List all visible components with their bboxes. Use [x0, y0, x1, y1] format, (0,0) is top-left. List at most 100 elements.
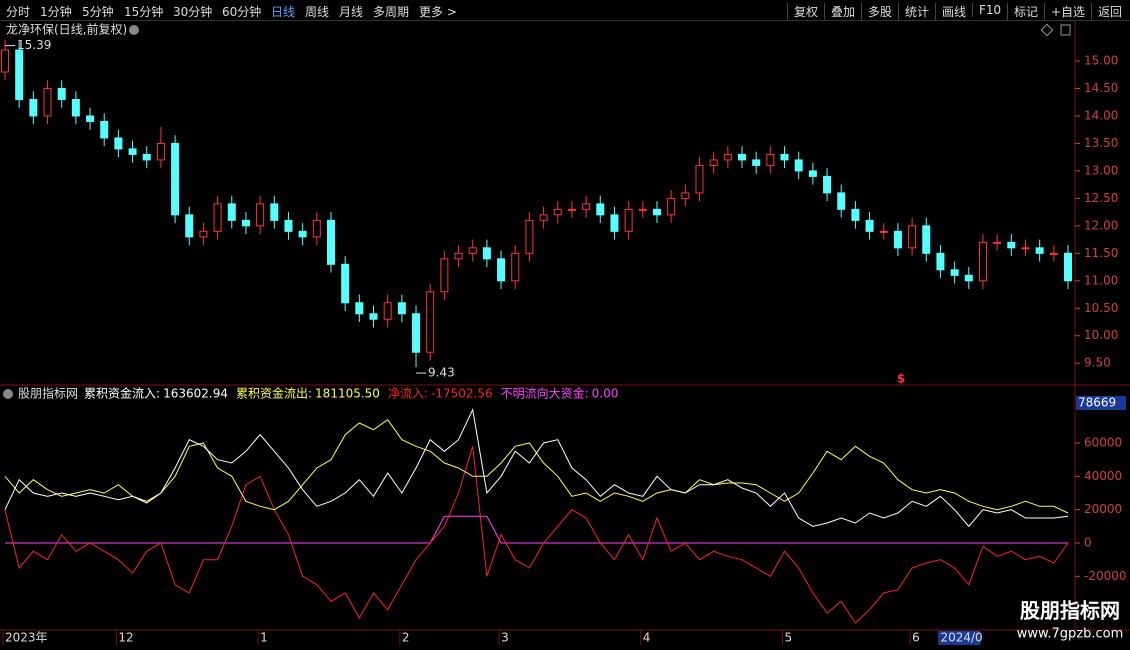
candle-body — [511, 252, 520, 282]
candle-body — [837, 192, 846, 210]
candle-body — [851, 208, 860, 221]
candle-body — [15, 49, 24, 100]
y-tick-label: 60000 — [1084, 436, 1122, 450]
toolbar-button[interactable]: 多股 — [861, 3, 898, 20]
toolbar-tab[interactable]: 多周期 — [373, 5, 410, 19]
icon — [1040, 23, 1054, 37]
x-tick-label: 2024/0 — [940, 631, 982, 645]
candle-body — [1035, 247, 1044, 254]
candle-body — [284, 219, 293, 232]
candle-body — [227, 203, 236, 221]
y-tick-label: 12.00 — [1084, 218, 1118, 232]
toolbar-tab[interactable]: 30分钟 — [173, 5, 213, 19]
x-tick-label: 3 — [501, 631, 509, 645]
candle-body — [270, 203, 279, 221]
toolbar-button[interactable]: F10 — [972, 3, 1007, 17]
candle-body — [57, 87, 66, 100]
x-tick-label: 12 — [118, 631, 133, 645]
candle-body — [100, 120, 109, 139]
candle-body — [794, 159, 803, 172]
toolbar-tab[interactable]: 分时 — [6, 5, 31, 19]
candle-body — [780, 153, 789, 161]
legend-value: 0.00 — [592, 387, 619, 401]
legend-separator: : — [156, 387, 160, 401]
series-line — [5, 515, 1068, 544]
watermark-title: 股朋指标网 — [1020, 599, 1120, 623]
candle-body — [326, 219, 335, 265]
toolbar-tab[interactable]: 周线 — [305, 5, 330, 19]
legend-name: 不明流向大资金 — [501, 386, 585, 401]
toolbar: 分时 1分钟 5分钟 15分钟 30分钟 60分钟 日线 周线 月线 多周期 更多 > 返回 +自选 标记… — [0, 0, 1130, 21]
candle-body — [142, 153, 151, 161]
candle-body — [738, 153, 747, 161]
candle-body — [950, 269, 959, 276]
x-tick-label: 6 — [912, 631, 920, 645]
candle-body — [752, 159, 761, 166]
legend-name: 累积资金流出 — [236, 386, 308, 401]
cursor-date-box — [938, 631, 981, 645]
legend-separator: : — [308, 387, 312, 401]
candle-body — [482, 247, 491, 260]
max-label: 15.39 — [17, 38, 51, 52]
candle-body — [624, 208, 633, 232]
candle-body — [71, 98, 80, 117]
candle-body — [199, 230, 208, 238]
candle-body — [1064, 252, 1072, 282]
indicator-title: 股朋指标网 — [18, 386, 78, 401]
candle-body — [709, 159, 718, 166]
candle-body — [298, 230, 307, 238]
candle-body — [43, 87, 52, 117]
candle-body — [86, 115, 95, 122]
toolbar-button[interactable]: 标记 — [1007, 3, 1044, 20]
chart-title: 龙净环保(日线,前复权) — [6, 22, 127, 37]
candle-body — [964, 274, 973, 282]
toolbar-button[interactable]: +自选 — [1044, 3, 1091, 20]
candle-body — [1021, 247, 1030, 250]
y-tick-label: 11.50 — [1084, 246, 1118, 260]
toolbar-button[interactable]: 返回 — [1091, 3, 1128, 20]
toolbar-button[interactable]: 复权 — [787, 3, 824, 20]
candle-body — [823, 175, 832, 194]
menu-icon — [129, 25, 139, 35]
candle-body — [681, 192, 690, 199]
toolbar-tab[interactable]: 日线 — [271, 5, 296, 19]
toolbar-button[interactable]: 画线 — [935, 3, 972, 20]
candle-body — [1049, 252, 1058, 255]
y-tick-label: 14.00 — [1084, 108, 1118, 122]
toolbar-tab[interactable]: 15分钟 — [124, 5, 164, 19]
candle-body — [256, 203, 265, 227]
y-tick-label: 13.50 — [1084, 136, 1118, 150]
toolbar-button[interactable]: 叠加 — [824, 3, 861, 20]
legend-name: 累积资金流入 — [84, 386, 156, 401]
candle-body — [723, 153, 732, 161]
toolbar-tab[interactable]: 更多 > — [419, 5, 457, 19]
y-tick-label: 20000 — [1084, 502, 1122, 516]
candle-body — [426, 291, 435, 353]
candle-body — [497, 258, 506, 282]
y-tick-label: 15.00 — [1084, 54, 1118, 68]
toolbar-tab[interactable]: 1分钟 — [40, 5, 72, 19]
candle-body — [171, 142, 180, 216]
candle-body — [553, 208, 562, 216]
candle-body — [879, 230, 888, 233]
toolbar-tab[interactable]: 月线 — [339, 5, 364, 19]
toolbar-tab[interactable]: 60分钟 — [222, 5, 262, 19]
candle-body — [383, 302, 392, 320]
candle-body — [241, 219, 250, 227]
legend-value: 163602.94 — [163, 387, 228, 401]
min-label: 9.43 — [428, 366, 455, 380]
candle-body — [596, 203, 605, 216]
candle-body — [213, 203, 222, 232]
toolbar-button[interactable]: 统计 — [898, 3, 935, 20]
candle-body — [341, 263, 350, 304]
toolbar-tab[interactable]: 5分钟 — [82, 5, 114, 19]
candle-body — [893, 230, 902, 249]
legend-value: -17502.56 — [431, 387, 493, 401]
candle-body — [440, 258, 449, 293]
candle-body — [667, 197, 676, 216]
legend-separator: : — [585, 387, 589, 401]
candle-body — [369, 313, 378, 320]
y-tick-label: 12.50 — [1084, 191, 1118, 205]
candle-body — [582, 203, 591, 210]
